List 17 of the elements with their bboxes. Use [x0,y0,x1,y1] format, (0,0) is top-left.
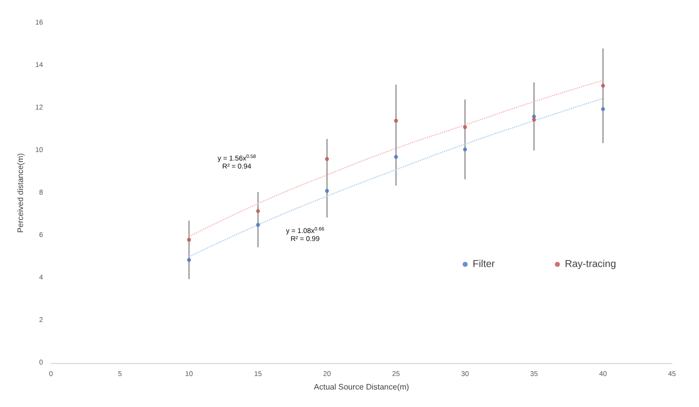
x-axis-title: Actual Source Distance(m) [314,382,410,392]
point [325,157,329,161]
point [532,118,536,122]
point [601,107,605,112]
point [325,188,329,193]
point [463,125,467,130]
y-axis-title: Perceived distance(m) [16,152,25,233]
point [256,209,260,214]
legend-label: Ray-tracing [564,258,616,270]
point [394,118,398,123]
point [187,238,191,242]
point [394,154,398,159]
legend-label: Filter [472,258,496,270]
point [187,258,191,262]
point [601,84,605,88]
point [463,147,467,152]
point [256,222,260,227]
